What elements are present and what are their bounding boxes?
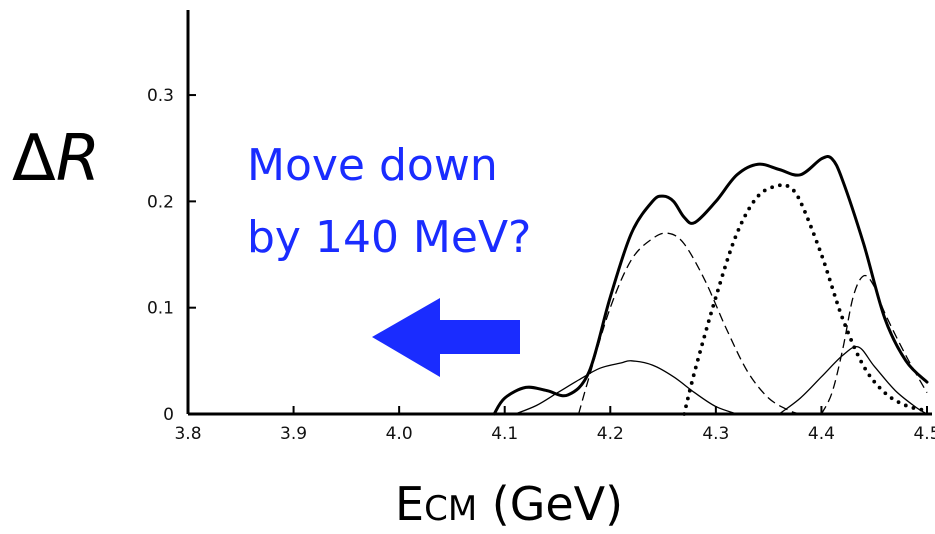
- y-tick-label: 0: [163, 405, 174, 425]
- x-tick-label: 4.2: [597, 424, 624, 444]
- x-axis-label-rest: (GeV): [477, 477, 623, 531]
- x-tick-label: 3.9: [280, 424, 307, 444]
- series-line-thin: [514, 360, 738, 415]
- series-line-thin: [778, 346, 928, 415]
- y-axis-label-delta: Δ: [12, 122, 56, 196]
- x-tick-label: 3.8: [174, 424, 201, 444]
- x-tick-label: 4.1: [491, 424, 518, 444]
- annotation: Move down by 140 MeV?: [247, 140, 531, 377]
- annotation-line-2: by 140 MeV?: [247, 212, 531, 263]
- axes: [186, 10, 932, 416]
- series-line-dashed: [820, 274, 928, 415]
- x-tick-label: 4.4: [808, 424, 835, 444]
- y-axis-label-var: R: [56, 122, 100, 196]
- x-tick-label: 4.5: [913, 424, 935, 444]
- curves: [492, 155, 929, 416]
- x-axis-label-main: E: [395, 477, 424, 531]
- x-axis-label-sub: CM: [424, 489, 477, 529]
- x-axis-label: ECM (GeV): [395, 477, 623, 531]
- left-arrow-icon: [372, 298, 520, 377]
- ticks: 3.8 3.9 4.0 4.1 4.2 4.3 4.4 4.5 0 0.1 0.2 0.3: [147, 86, 935, 444]
- series-line-dotted: [682, 182, 929, 416]
- series-line-solid-thick: [492, 155, 929, 416]
- x-tick-label: 4.0: [386, 424, 413, 444]
- y-tick-label: 0.1: [147, 299, 174, 319]
- annotation-line-1: Move down: [247, 140, 498, 191]
- y-tick-label: 0.2: [147, 192, 174, 212]
- y-axis-label: ΔR: [12, 122, 100, 196]
- series-line-dashed: [577, 232, 801, 415]
- y-tick-label: 0.3: [147, 86, 174, 106]
- x-tick-label: 4.3: [702, 424, 729, 444]
